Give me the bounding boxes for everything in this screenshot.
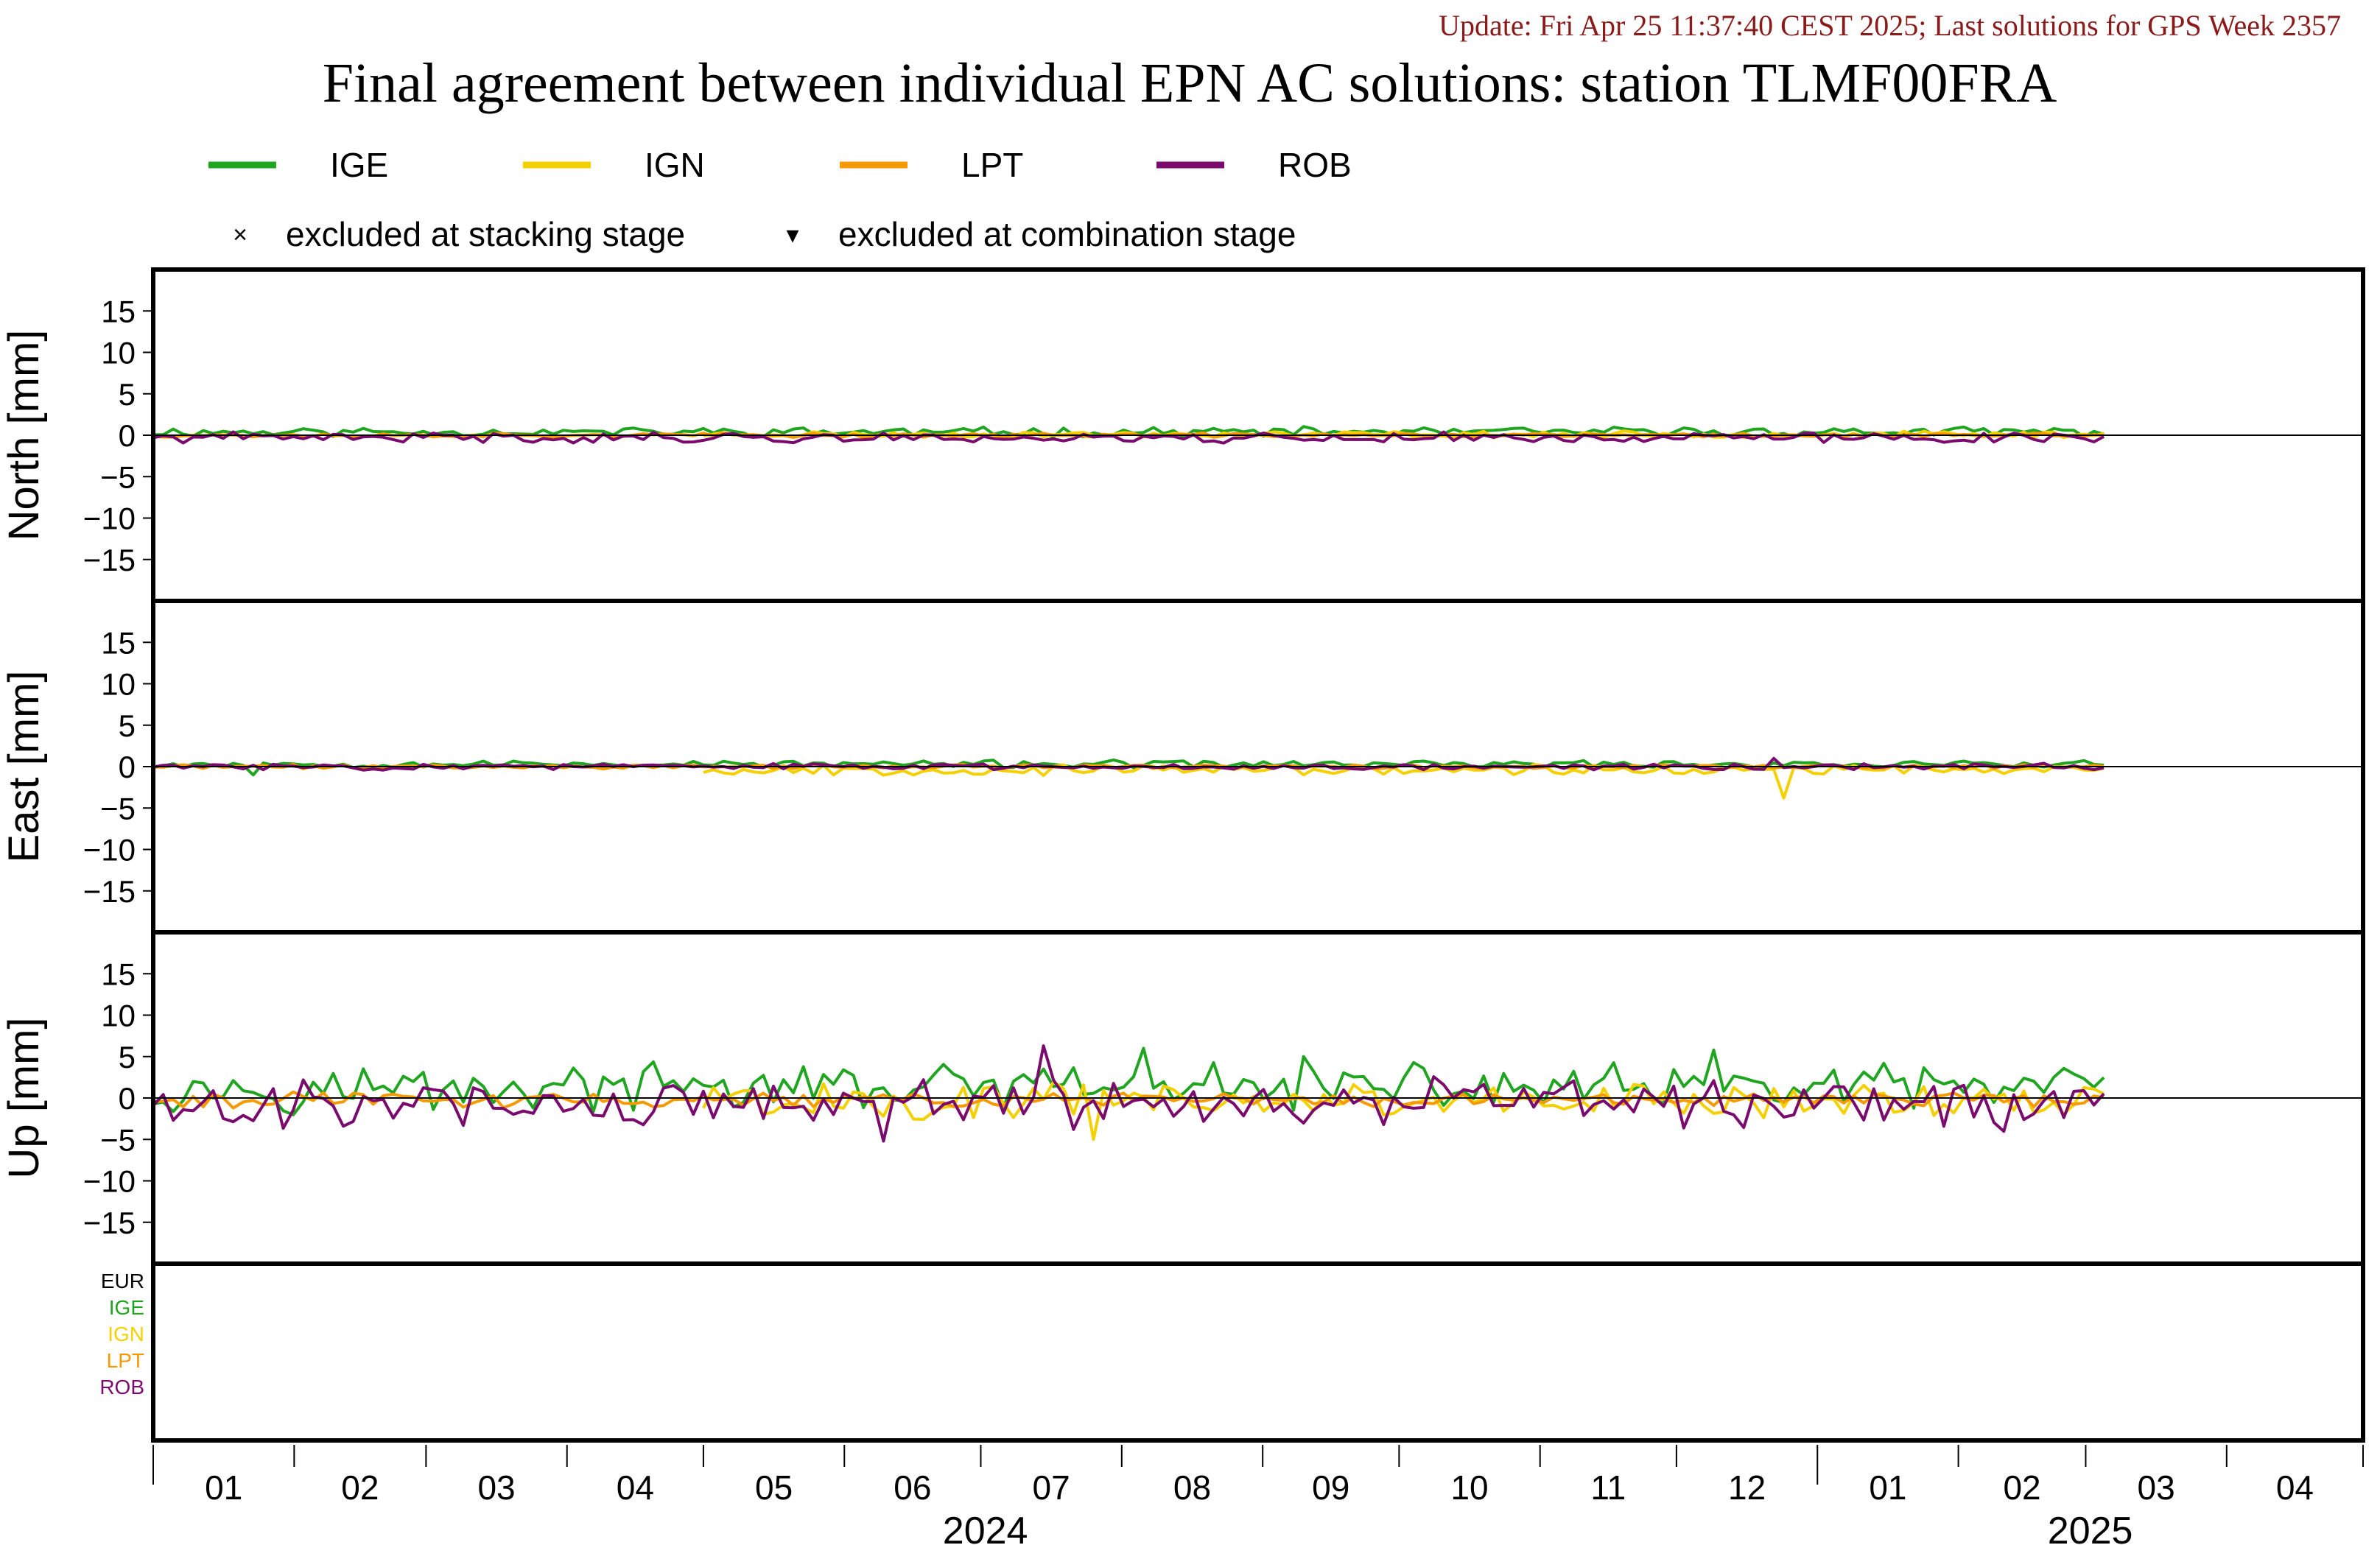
panel-east: East [mm] 15 10 5 0 −5 −10 −15 [0,599,2365,935]
legend-item-ign: IGN [523,146,705,184]
x-tick-label: 05 [755,1468,793,1507]
legend-label-rob: ROB [1278,146,1352,184]
ac-label-eur: EUR [101,1270,144,1292]
x-tick-label: 09 [1312,1468,1349,1507]
panel-frame [151,1261,2365,1443]
x-tick-label: 02 [341,1468,379,1507]
legend-item-ige: IGE [208,146,388,184]
y-tick-label: 5 [119,708,136,743]
ac-label-ign: IGN [108,1323,144,1345]
panel-acs: EUR IGE IGN LPT ROB [99,1261,2365,1443]
x-tick-label: 08 [1173,1468,1211,1507]
y-tick-label: 0 [119,1081,136,1116]
y-tick-label: 10 [101,667,136,702]
x-tick-label: 04 [2276,1468,2314,1507]
x-tick-label: 03 [477,1468,515,1507]
y-tick-label: 15 [101,625,136,660]
legend-marker-stacking: × excluded at stacking stage [233,215,685,253]
y-tick-label: −5 [100,791,136,826]
series-line-rob [153,430,2105,445]
y-tick-label: 0 [119,418,136,453]
y-tick-label: 15 [101,294,136,328]
panels: North [mm] 15 10 5 0 −5 −10 −15 East [mm] 15 10 5 0 −… [0,267,2365,1443]
y-tick-label: 15 [101,957,136,991]
chart-title: Final agreement between individual EPN A… [323,52,2057,114]
legend-marker-symbol: ▾ [786,221,798,249]
legend-item-rob: ROB [1156,146,1352,184]
y-tick-label: 5 [119,1040,136,1074]
series-group [153,756,2105,800]
legend-marker-combination: ▾ excluded at combination stage [786,215,1296,253]
y-tick-label: 10 [101,336,136,370]
panel-ylabel: Up [mm] [0,1017,48,1178]
panel-up: Up [mm] 15 10 5 0 −5 −10 −15 [0,930,2365,1266]
x-year-label: 2025 [2048,1510,2133,1545]
update-text: Update: Fri Apr 25 11:37:40 CEST 2025; L… [1439,9,2341,42]
legend-label-ign: IGN [645,146,705,184]
legend-label-lpt: LPT [961,146,1023,184]
y-tick-label: 5 [119,377,136,412]
x-year-label: 2024 [943,1510,1028,1545]
y-tick-label: −15 [83,543,136,577]
x-axis: 01 02 03 04 05 06 07 08 09 10 11 12 01 02 03 04 2024 2025 [152,1445,2364,1545]
y-tick-label: −5 [100,460,136,494]
legend-marker-label: excluded at stacking stage [286,215,685,253]
y-tick-label: −10 [83,1164,136,1199]
y-tick-label: −15 [83,874,136,909]
series-line-lpt [153,1090,2105,1110]
panel-ylabel: East [mm] [0,670,48,862]
y-tick-label: −5 [100,1122,136,1157]
x-tick-label: 12 [1728,1468,1766,1507]
ac-label-lpt: LPT [107,1349,144,1372]
x-tick-label: 10 [1450,1468,1488,1507]
y-tick-label: 0 [119,750,136,784]
y-tick-label: −10 [83,833,136,867]
panel-north: North [mm] 15 10 5 0 −5 −10 −15 [0,267,2365,603]
x-tick-label: 01 [1869,1468,1906,1507]
ac-label-ige: IGE [109,1296,144,1319]
legend-label-ige: IGE [330,146,388,184]
legend-item-lpt: LPT [840,146,1023,184]
x-tick-label: 04 [617,1468,654,1507]
x-tick-label: 03 [2138,1468,2175,1507]
y-tick-label: 10 [101,999,136,1033]
legend: IGE IGN LPT ROB × excluded at stacking stage ▾… [208,146,1352,253]
x-tick-label: 02 [2003,1468,2040,1507]
x-tick-label: 01 [205,1468,242,1507]
ac-label-rob: ROB [99,1376,144,1398]
series-line-ige [153,1046,2105,1116]
series-line-ign [703,763,2105,800]
x-tick-label: 07 [1033,1468,1070,1507]
y-tick-label: −15 [83,1206,136,1240]
legend-marker-symbol: × [233,221,248,249]
legend-marker-label: excluded at combination stage [838,215,1296,253]
x-tick-label: 06 [894,1468,931,1507]
series-group [153,1044,2105,1143]
x-tick-label: 11 [1590,1468,1626,1507]
y-tick-label: −10 [83,501,136,536]
panel-ylabel: North [mm] [0,330,48,541]
series-line-rob [153,1044,2105,1143]
